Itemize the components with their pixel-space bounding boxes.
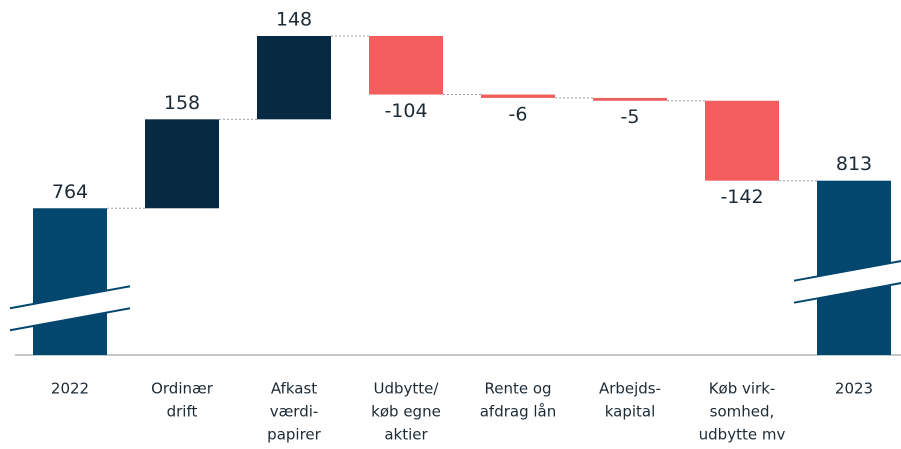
- bar: [257, 36, 331, 120]
- x-tick-label: drift: [167, 403, 198, 421]
- axis-break-line: [9, 285, 131, 310]
- x-tick-label: Køb virk-: [709, 380, 776, 398]
- axis-break: [10, 286, 130, 331]
- value-label: 158: [164, 92, 200, 114]
- axis-break-line: [793, 260, 901, 282]
- value-label: -142: [720, 186, 763, 208]
- x-tick-label: Rente og: [484, 380, 551, 398]
- axis-break-line: [793, 282, 901, 304]
- value-label: -6: [509, 103, 528, 125]
- x-tick-label: Arbejds-: [599, 380, 661, 398]
- bar: [145, 119, 219, 209]
- x-tick-label: 2023: [835, 380, 873, 398]
- value-label: 813: [836, 153, 872, 175]
- x-tick-label: afdrag lån: [480, 403, 557, 421]
- x-tick-label: udbytte mv: [699, 426, 786, 444]
- bar: [369, 36, 443, 95]
- x-tick-label: værdi-: [270, 403, 319, 421]
- value-label: 148: [276, 9, 312, 31]
- axis-break-line: [9, 307, 131, 332]
- bar: [705, 100, 779, 181]
- bar: [33, 208, 107, 355]
- bar: [481, 94, 555, 98]
- x-tick-label: papirer: [267, 426, 321, 444]
- axis-break: [794, 261, 901, 303]
- x-tick-label: aktier: [384, 426, 428, 444]
- x-tick-label: Udbytte/: [374, 380, 440, 398]
- value-label: -5: [621, 106, 640, 128]
- x-tick-label: somhed,: [710, 403, 775, 421]
- x-tick-label: kapital: [605, 403, 656, 421]
- x-tick-label: Ordinær: [151, 380, 214, 398]
- value-label: 764: [52, 181, 88, 203]
- x-tick-label: 2022: [51, 380, 89, 398]
- x-tick-label: Afkast: [271, 380, 317, 398]
- x-tick-label: køb egne: [371, 403, 441, 421]
- value-label: -104: [384, 100, 427, 122]
- bar: [593, 97, 667, 101]
